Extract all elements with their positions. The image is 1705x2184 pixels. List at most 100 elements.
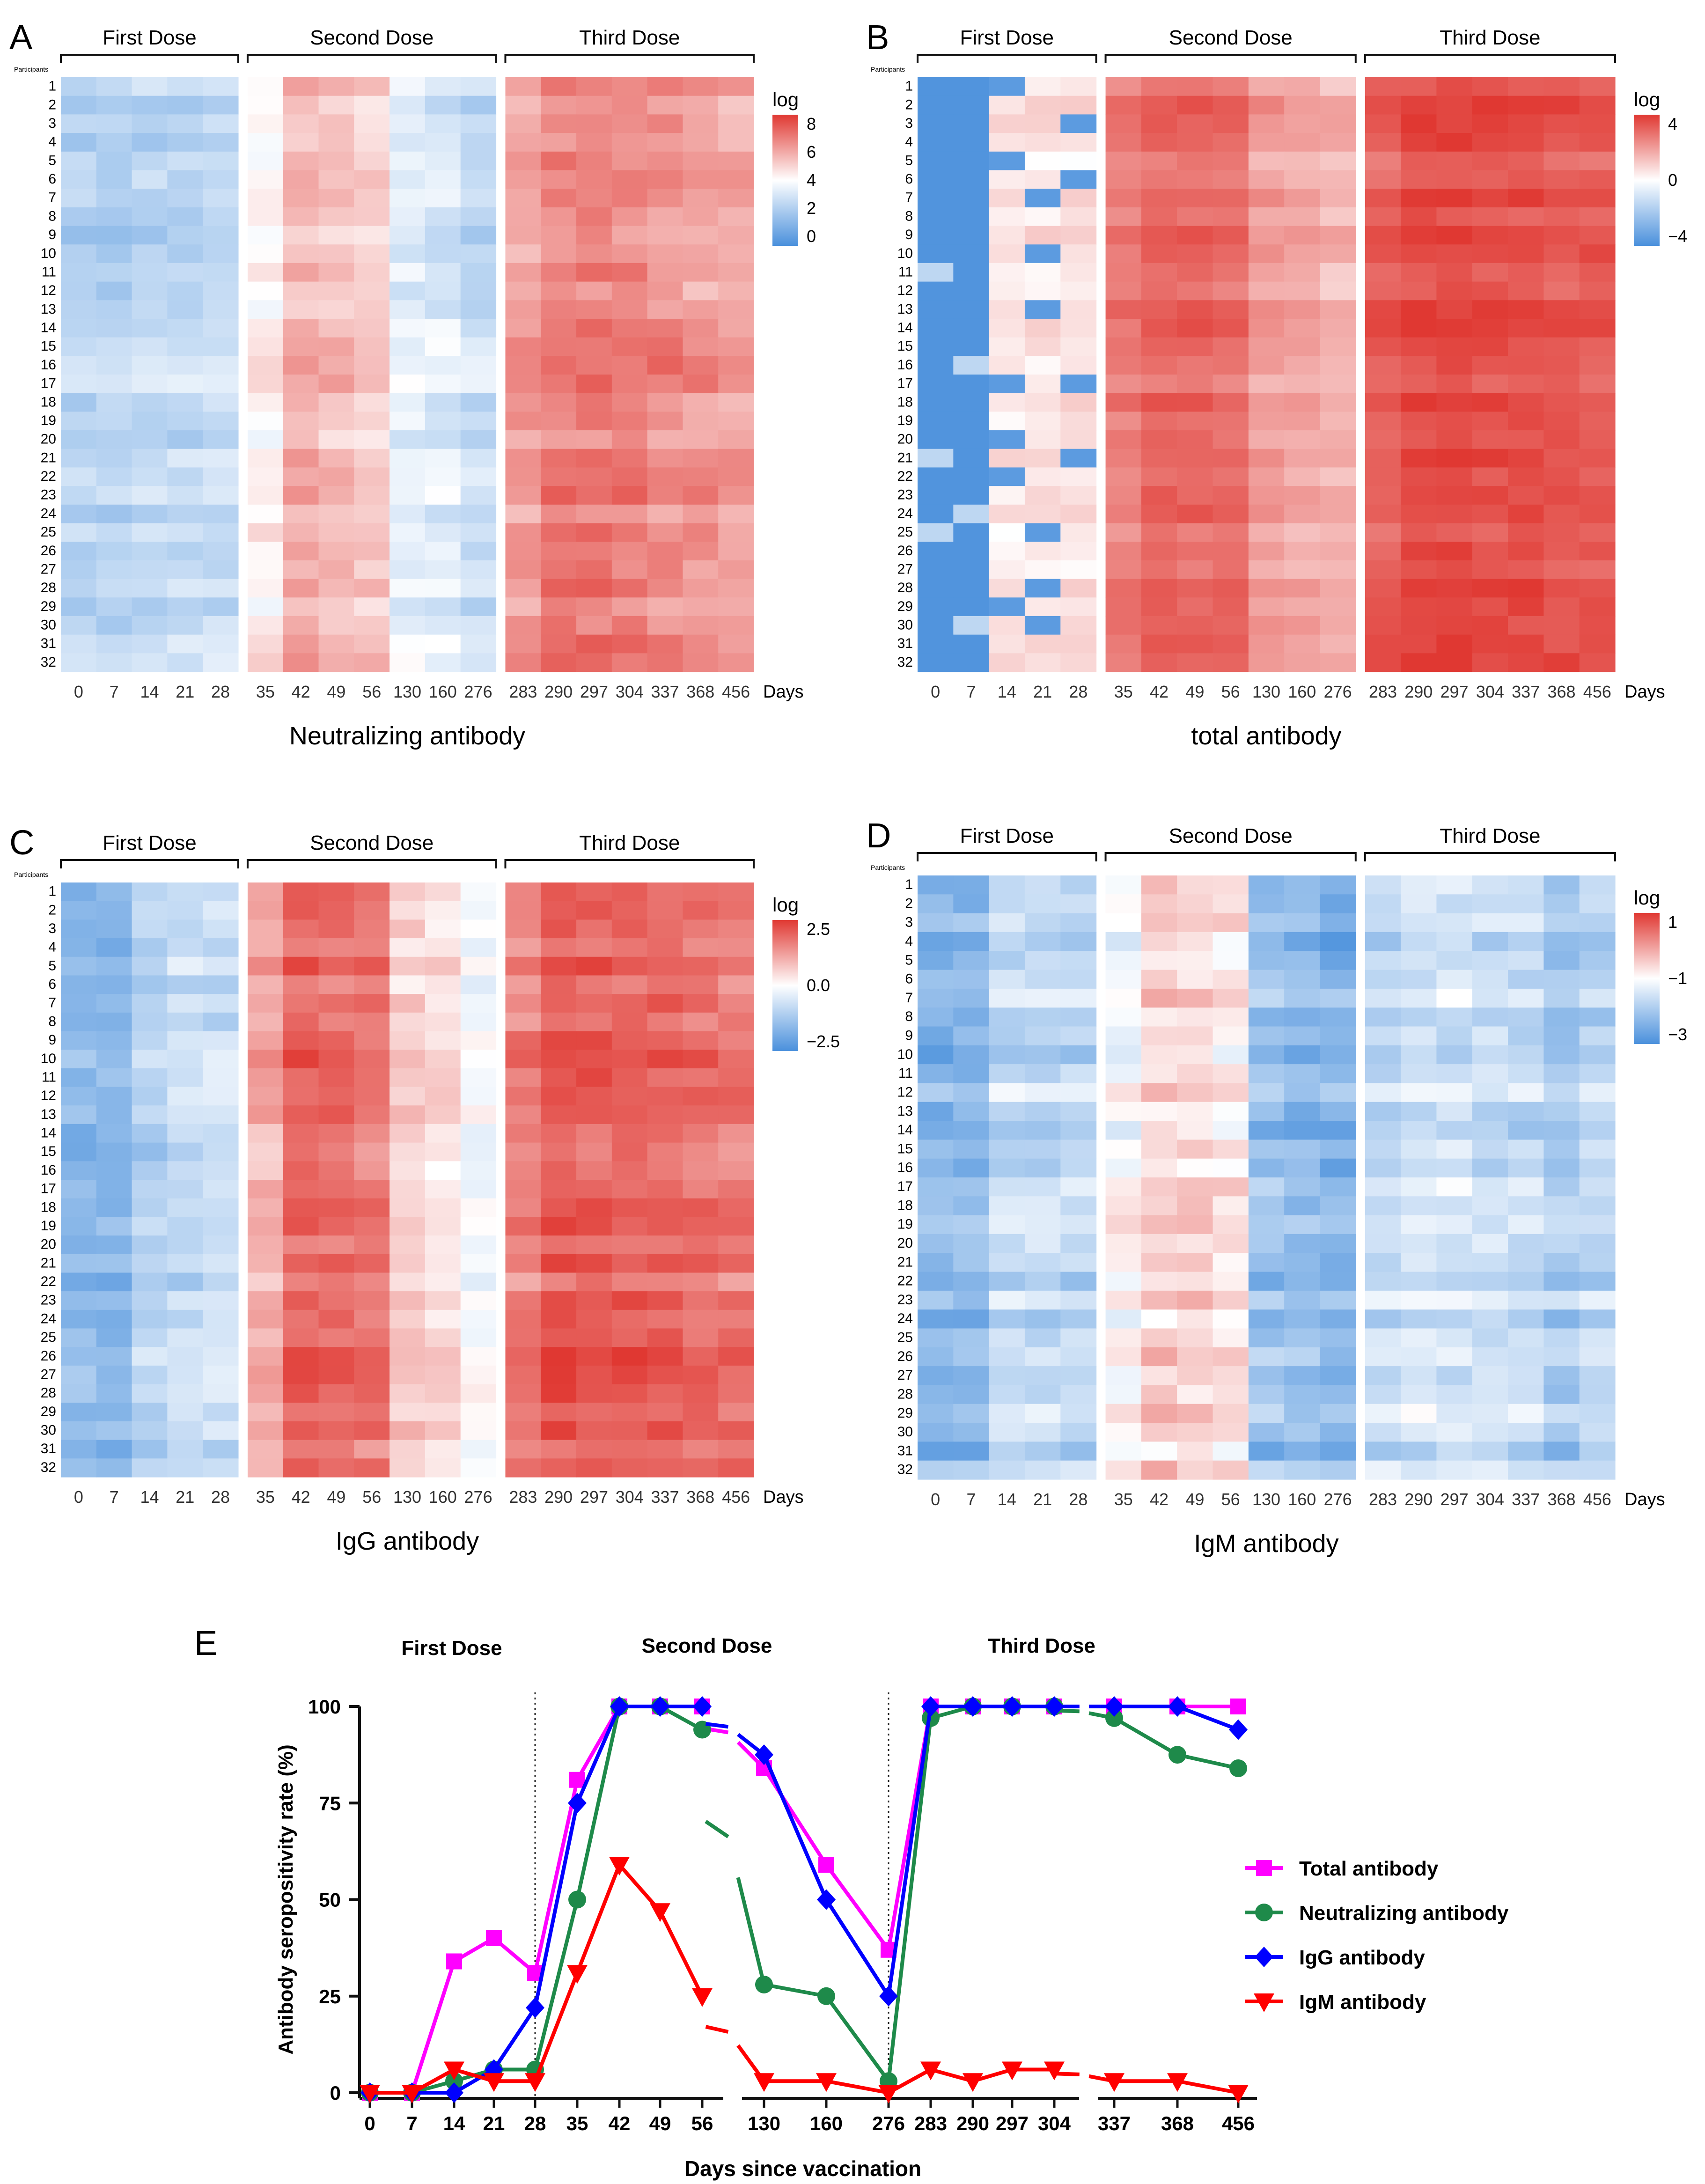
heatmap-cell [1284, 1460, 1321, 1480]
heatmap-cell [918, 970, 954, 989]
heatmap-cell [541, 1309, 577, 1329]
heatmap-cell [283, 318, 319, 338]
dose-bracket [1364, 852, 1616, 861]
heatmap-cell [283, 1012, 319, 1032]
heatmap-cell [611, 412, 648, 431]
heatmap-cell [390, 1440, 426, 1459]
heatmap-cell [918, 504, 954, 524]
heatmap-cell [1401, 114, 1437, 133]
legend-tick-label: 0.0 [807, 976, 830, 995]
heatmap-cell [1284, 114, 1321, 133]
heatmap-cell [541, 1440, 577, 1459]
heatmap-cell [203, 1254, 239, 1273]
heatmap-cell [1213, 1026, 1249, 1046]
heatmap-cell [1024, 1064, 1061, 1084]
heatmap-cell [1436, 207, 1473, 227]
data-point [651, 1696, 669, 1717]
heatmap-cell [167, 901, 203, 920]
heatmap-cell [1284, 1045, 1321, 1065]
heatmap-cell [203, 449, 239, 468]
heatmap-cell [425, 375, 461, 394]
heatmap-cell [354, 901, 390, 920]
heatmap-cell [541, 994, 577, 1013]
heatmap-cell [247, 1105, 284, 1125]
heatmap-cell [1320, 634, 1356, 654]
heatmap-cell [132, 1031, 168, 1050]
heatmap-cell [1213, 542, 1249, 561]
heatmap-cell [718, 1328, 754, 1347]
heatmap-cell [1105, 151, 1142, 171]
heatmap-cell [1213, 133, 1249, 152]
heatmap-cell [1508, 1404, 1544, 1423]
heatmap-cell [505, 901, 541, 920]
heatmap-cell [611, 653, 648, 672]
heatmap-cell [61, 207, 97, 227]
heatmap-cell [132, 1458, 168, 1478]
heatmap-cell [611, 901, 648, 920]
heatmap-cell [718, 96, 754, 115]
participant-label: 7 [48, 190, 56, 206]
heatmap-cell [96, 77, 132, 96]
heatmap-cell [1543, 1347, 1580, 1367]
heatmap-cell [576, 1105, 612, 1125]
heatmap-cell [1248, 1083, 1285, 1103]
participant-label: 32 [897, 1462, 913, 1478]
heatmap-cell [203, 1235, 239, 1255]
heatmap-cell [247, 281, 284, 301]
series-line [824, 1995, 890, 2082]
heatmap-cell [1365, 1328, 1401, 1348]
heatmap-cell [1105, 1328, 1142, 1348]
x-tick-label: 368 [1161, 2112, 1194, 2134]
heatmap-cell [132, 318, 168, 338]
heatmap-cell [989, 1366, 1025, 1386]
heatmap-cell [460, 281, 497, 301]
heatmap-cell [1024, 504, 1061, 524]
heatmap-cell [989, 932, 1025, 951]
heatmap-cell [96, 956, 132, 976]
heatmap-cell [203, 467, 239, 486]
heatmap-cell [953, 597, 990, 617]
heatmap-cell [1365, 114, 1401, 133]
heatmap-cell [576, 1068, 612, 1088]
heatmap-cell [1543, 189, 1580, 208]
heatmap-cell [1248, 542, 1285, 561]
heatmap-cell [1365, 263, 1401, 282]
heatmap-cell [989, 1460, 1025, 1480]
heatmap-cell [576, 151, 612, 171]
heatmap-cell [718, 1217, 754, 1236]
heatmap-cell [953, 1234, 990, 1253]
heatmap-cell [247, 1254, 284, 1273]
heatmap-cell [283, 560, 319, 580]
heatmap-cell [1543, 1140, 1580, 1159]
heatmap-cell [247, 449, 284, 468]
series-line-stub [1088, 1711, 1102, 1718]
heatmap-cell [683, 430, 719, 449]
heatmap-cell [1543, 875, 1580, 895]
heatmap-cell [61, 1235, 97, 1255]
heatmap-cell [1320, 151, 1356, 171]
heatmap-cell [1105, 1045, 1142, 1065]
participant-label: 32 [897, 654, 913, 670]
heatmap-cell [1508, 356, 1544, 375]
heatmap-cell [283, 151, 319, 171]
heatmap-cell [541, 938, 577, 957]
heatmap-cell [283, 1384, 319, 1403]
heatmap-cell [1248, 77, 1285, 96]
heatmap-cell [1105, 932, 1142, 951]
heatmap-cell [647, 337, 683, 356]
heatmap-cell [390, 653, 426, 672]
heatmap-cell [1436, 96, 1473, 115]
heatmap-cell [61, 1087, 97, 1106]
heatmap-cell [1508, 616, 1544, 635]
heatmap-cell [541, 1328, 577, 1347]
heatmap-cell [1472, 1045, 1508, 1065]
dose-bracket [1364, 54, 1616, 63]
heatmap-cell [61, 151, 97, 171]
participant-label: 27 [897, 561, 913, 577]
heatmap-cell [1436, 467, 1473, 486]
day-tick-label: 42 [292, 682, 310, 701]
heatmap-cell [425, 356, 461, 375]
heatmap-cell [1543, 616, 1580, 635]
heatmap-cell [576, 1217, 612, 1236]
heatmap-cell [247, 263, 284, 282]
